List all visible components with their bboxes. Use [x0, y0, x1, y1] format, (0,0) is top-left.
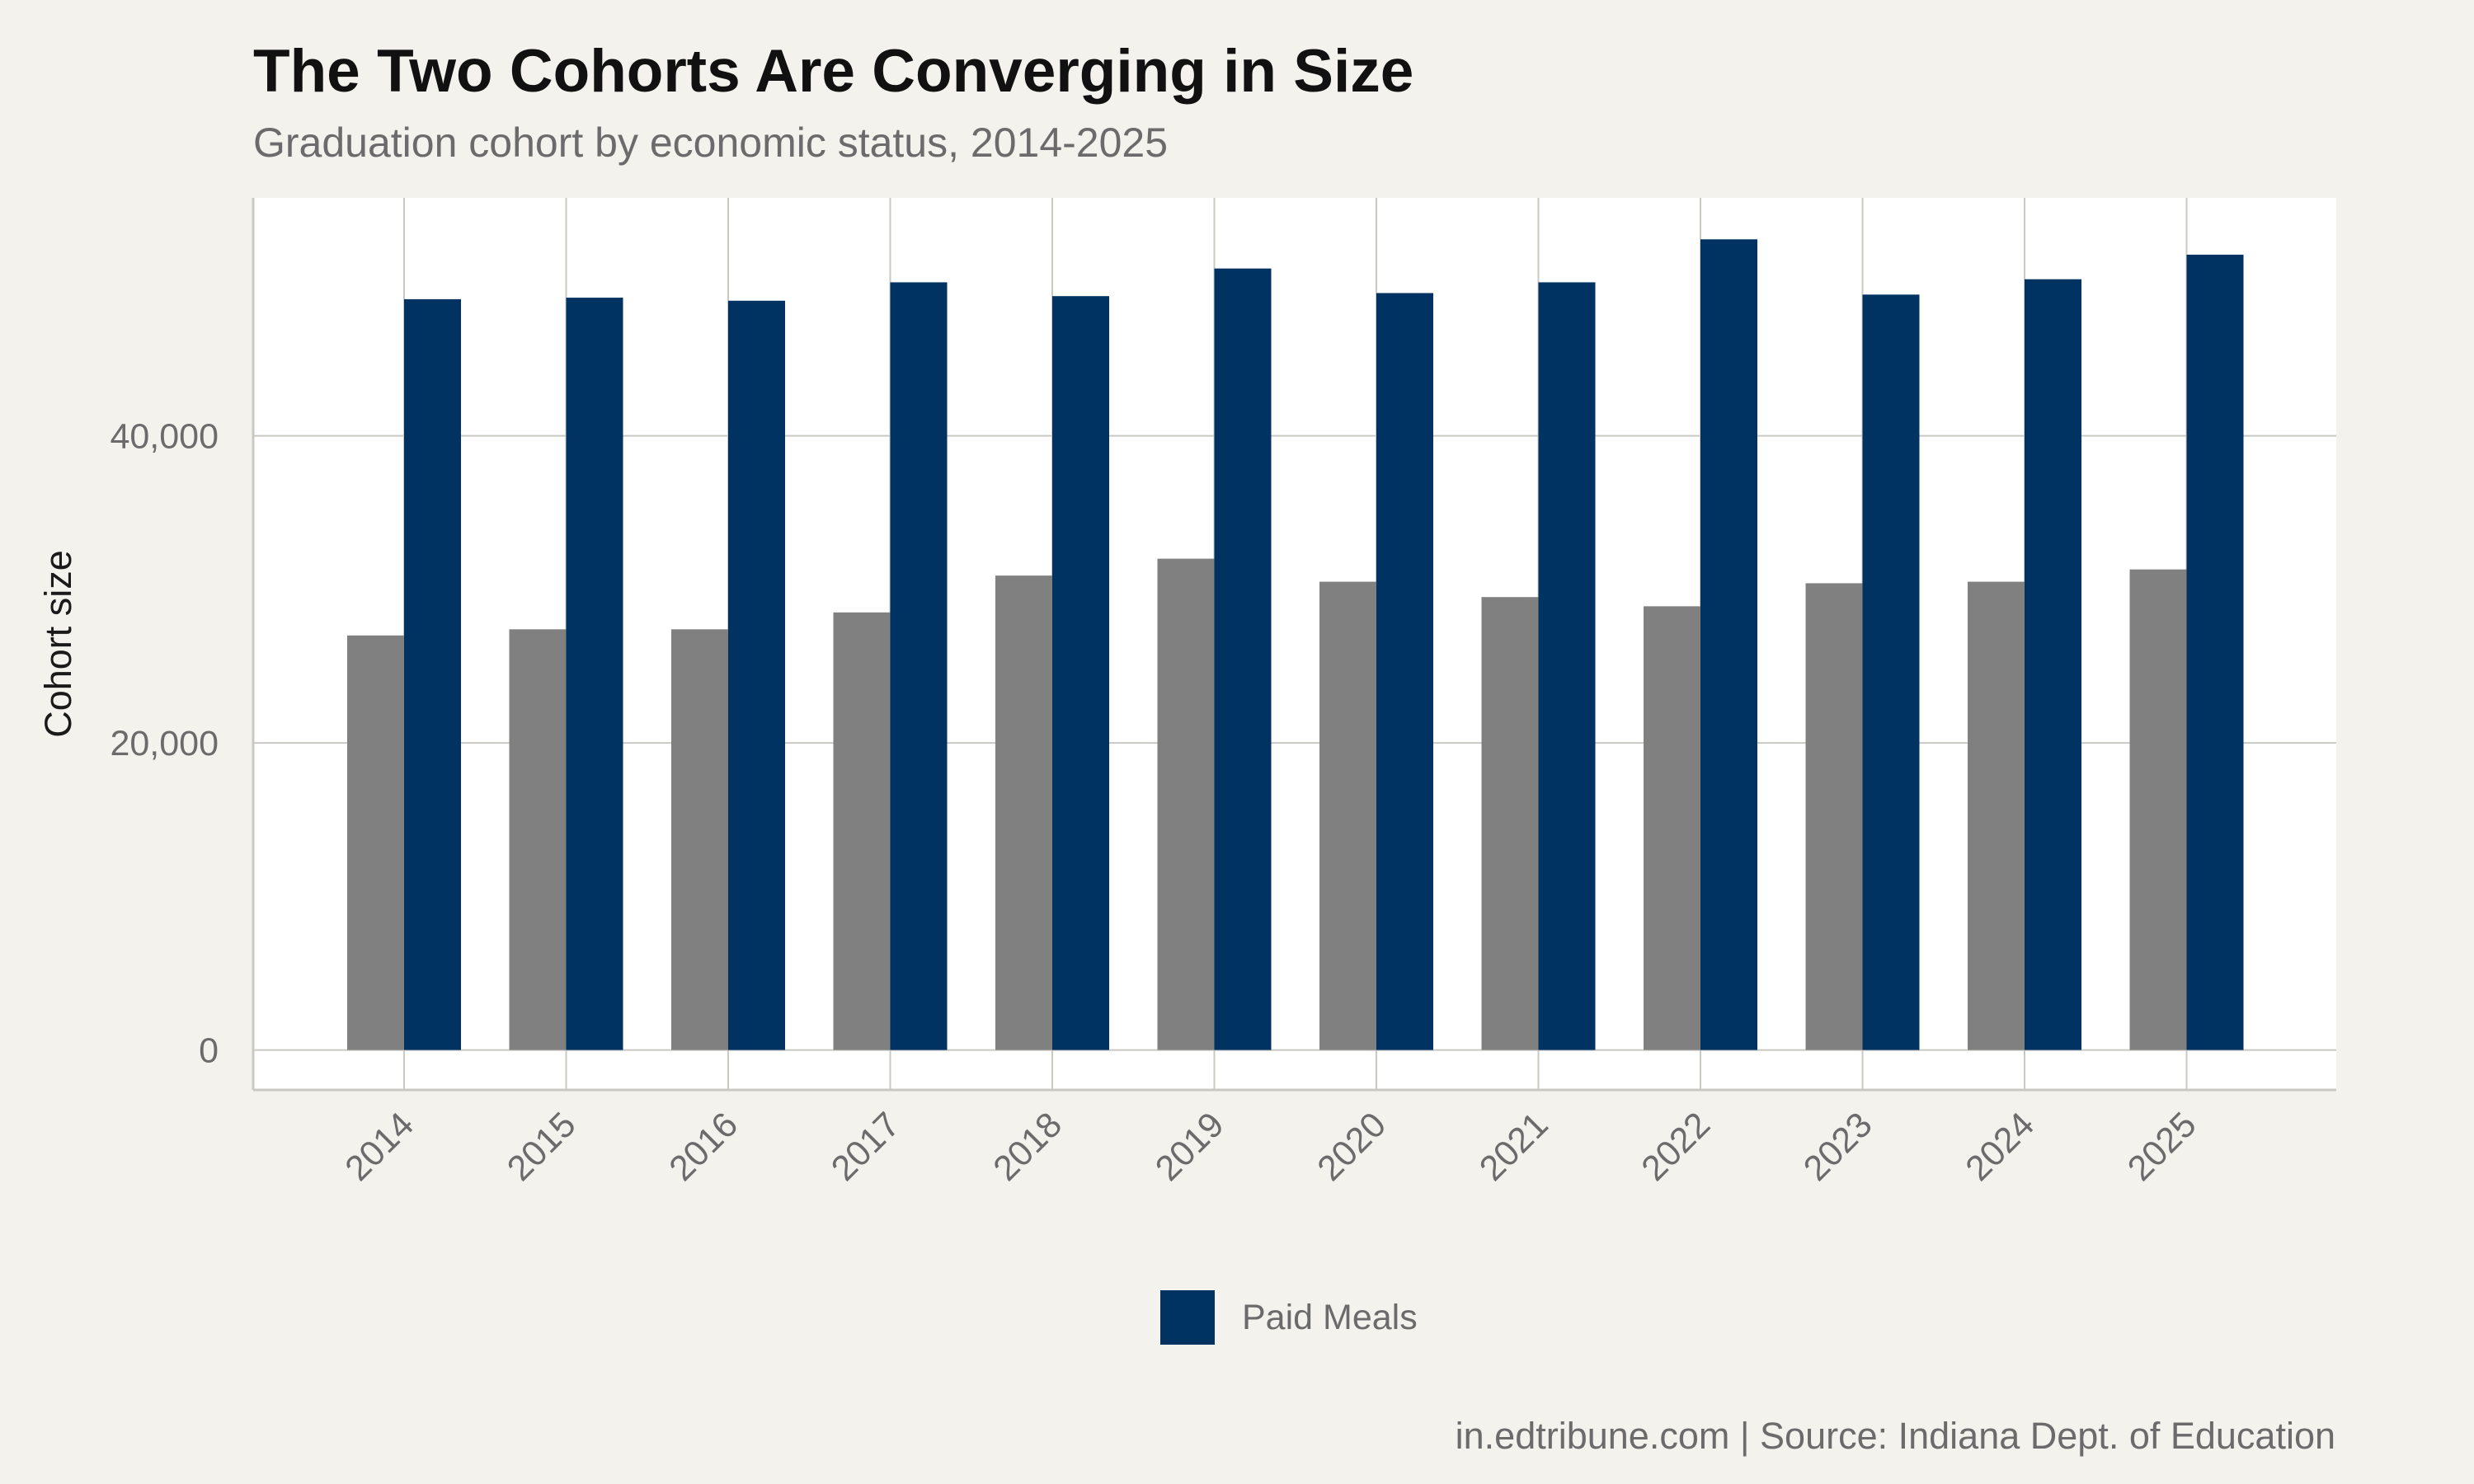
legend: Paid Meals	[1160, 1290, 1418, 1345]
legend-swatch-paid-meals	[1160, 1290, 1215, 1345]
bar-series-1	[833, 612, 891, 1050]
x-tick-label: 2018	[985, 1105, 1070, 1189]
bar-paid-meals	[890, 282, 948, 1050]
chart-title: The Two Cohorts Are Converging in Size	[253, 38, 1414, 105]
x-tick-label: 2016	[661, 1105, 745, 1189]
bar-series-1	[347, 635, 404, 1050]
bar-paid-meals	[1538, 282, 1596, 1050]
bar-paid-meals	[566, 298, 623, 1050]
x-tick-label: 2025	[2120, 1105, 2204, 1189]
bar-paid-meals	[404, 298, 461, 1050]
bar-marks	[347, 239, 2244, 1050]
bar-series-1	[1319, 581, 1376, 1050]
bar-paid-meals	[2025, 279, 2081, 1050]
bar-paid-meals	[2186, 254, 2244, 1050]
bar-paid-meals	[1862, 294, 1920, 1050]
y-tick-label: 20,000	[110, 724, 219, 763]
x-tick-label: 2014	[337, 1105, 421, 1189]
x-tick-label: 2024	[1958, 1105, 2042, 1189]
bar-paid-meals	[1376, 293, 1433, 1050]
x-tick-label: 2021	[1472, 1105, 1556, 1189]
bar-series-1	[2129, 569, 2187, 1050]
x-tick-label: 2019	[1148, 1105, 1232, 1189]
bar-series-1	[1968, 581, 2025, 1050]
y-tick-label: 40,000	[110, 417, 219, 457]
y-tick-label: 0	[199, 1031, 219, 1071]
bar-paid-meals	[728, 300, 785, 1050]
bar-series-1	[671, 629, 728, 1050]
y-axis-title: Cohort size	[37, 550, 79, 738]
x-tick-label: 2017	[824, 1105, 908, 1189]
x-tick-label: 2022	[1634, 1105, 1718, 1189]
bar-series-1	[995, 575, 1052, 1050]
x-tick-label: 2015	[500, 1105, 584, 1189]
bar-series-1	[1805, 583, 1863, 1050]
x-tick-label: 2020	[1310, 1105, 1394, 1189]
bar-series-1	[1644, 606, 1700, 1050]
bar-paid-meals	[1700, 239, 1757, 1050]
legend-label-paid-meals: Paid Meals	[1242, 1298, 1418, 1337]
chart-subtitle: Graduation cohort by economic status, 20…	[253, 120, 1169, 166]
bar-paid-meals	[1214, 268, 1272, 1050]
bar-series-1	[1481, 597, 1539, 1050]
bar-paid-meals	[1052, 296, 1109, 1050]
x-tick-label: 2023	[1796, 1105, 1880, 1189]
bar-series-1	[509, 629, 567, 1050]
bar-series-1	[1157, 558, 1215, 1050]
chart-caption: in.edtribune.com | Source: Indiana Dept.…	[1455, 1415, 2335, 1457]
